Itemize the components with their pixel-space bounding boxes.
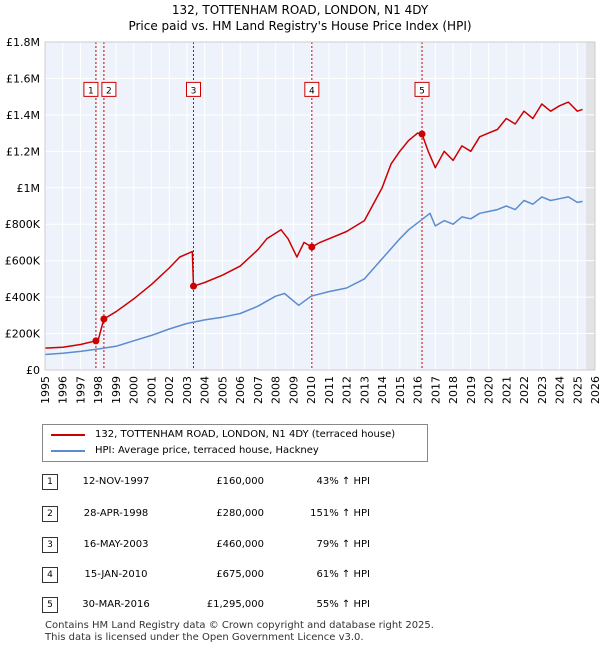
x-tick-label: 2018 — [447, 376, 460, 404]
x-tick-label: 2015 — [394, 376, 407, 404]
y-tick-label: £1M — [17, 182, 41, 195]
sale-price: £160,000 — [216, 476, 264, 487]
chart-legend: 132, TOTTENHAM ROAD, LONDON, N1 4DY (ter… — [42, 424, 428, 462]
x-tick-label: 2026 — [589, 376, 600, 404]
y-tick-label: £600K — [5, 255, 41, 268]
x-tick-label: 2005 — [216, 376, 229, 404]
sale-date: 30-MAR-2016 — [82, 599, 150, 610]
y-tick-label: £200K — [5, 328, 41, 341]
sale-price: £280,000 — [216, 508, 264, 519]
sale-hpi-change: 43% ↑ HPI — [316, 476, 370, 487]
sale-hpi-change: 79% ↑ HPI — [316, 539, 370, 550]
footer-line-licence: This data is licensed under the Open Gov… — [45, 632, 364, 643]
x-tick-label: 2009 — [287, 376, 300, 404]
x-tick-label: 2016 — [412, 376, 425, 404]
sale-badge: 4 — [42, 567, 58, 583]
y-tick-label: £1.2M — [6, 145, 40, 158]
footer-attribution: Contains HM Land Registry data © Crown c… — [45, 620, 434, 644]
x-tick-label: 2022 — [518, 376, 531, 404]
sale-date: 28-APR-1998 — [83, 508, 149, 519]
series-line-property — [44, 101, 583, 349]
x-tick-label: 2020 — [483, 376, 496, 404]
sale-row: 3 16-MAY-2003 £460,000 79% ↑ HPI — [0, 535, 600, 555]
sale-hpi-change: 55% ↑ HPI — [316, 599, 370, 610]
x-tick-label: 2008 — [270, 376, 283, 404]
sale-label-box — [83, 81, 99, 97]
sale-date: 16-MAY-2003 — [83, 539, 149, 550]
x-tick-label: 1998 — [92, 376, 105, 404]
x-tick-label: 2010 — [305, 376, 318, 404]
sale-price: £460,000 — [216, 539, 264, 550]
sale-label-box — [186, 81, 201, 97]
sale-hpi-change: 61% ↑ HPI — [316, 569, 370, 580]
x-tick-label: 2002 — [163, 376, 176, 404]
sale-price: £675,000 — [216, 569, 264, 580]
footer-line-copyright: Contains HM Land Registry data © Crown c… — [45, 620, 434, 631]
y-tick-label: £0 — [26, 364, 40, 377]
sale-point — [418, 130, 426, 138]
y-tick-label: £1.4M — [6, 109, 40, 122]
x-tick-label: 2004 — [199, 376, 212, 404]
x-tick-label: 2011 — [323, 376, 336, 404]
sale-row: 4 15-JAN-2010 £675,000 61% ↑ HPI — [0, 565, 600, 585]
plot-frame — [44, 41, 596, 371]
sale-label-box — [414, 81, 430, 97]
legend-line-property — [51, 434, 85, 436]
x-tick-label: 2014 — [376, 376, 389, 404]
sale-label-text: 4 — [309, 86, 315, 96]
sale-point — [190, 282, 197, 290]
sale-date: 12-NOV-1997 — [82, 476, 150, 487]
sale-label-text: 2 — [106, 86, 112, 96]
sale-row: 5 30-MAR-2016 £1,295,000 55% ↑ HPI — [0, 595, 600, 615]
x-tick-label: 2017 — [429, 376, 442, 404]
x-tick-label: 2007 — [252, 376, 265, 404]
x-tick-label: 2003 — [181, 376, 194, 404]
x-tick-label: 2024 — [554, 376, 567, 404]
legend-line-hpi — [51, 450, 85, 452]
sale-date: 15-JAN-2010 — [84, 569, 148, 580]
sale-point — [308, 243, 316, 251]
sale-badge: 1 — [42, 474, 58, 490]
series-line-hpi — [44, 196, 583, 356]
x-tick-label: 1997 — [74, 376, 87, 404]
x-tick-label: 2021 — [500, 376, 513, 404]
x-tick-label: 2025 — [571, 376, 584, 404]
x-tick-label: 2013 — [358, 376, 371, 404]
sale-badge: 3 — [42, 537, 58, 553]
y-tick-label: £1.8M — [6, 36, 40, 49]
forecast-region — [586, 42, 595, 370]
price-chart: £0 £200K £400K £600K £800K £1M £1.2M £1.4M £1.6M… — [5, 36, 600, 404]
sale-label-text: 3 — [191, 86, 197, 96]
x-tick-label: 2023 — [536, 376, 549, 404]
legend-label-hpi: HPI: Average price, terraced house, Hack… — [95, 445, 319, 456]
x-tick-label: 2001 — [145, 376, 158, 404]
legend-label-property: 132, TOTTENHAM ROAD, LONDON, N1 4DY (ter… — [95, 429, 396, 440]
chart-title: 132, TOTTENHAM ROAD, LONDON, N1 4DY — [171, 3, 429, 17]
sale-hpi-change: 151% ↑ HPI — [310, 508, 370, 519]
sale-badge: 2 — [42, 506, 58, 522]
sale-label-text: 1 — [88, 86, 94, 96]
sale-label-box — [101, 81, 117, 97]
x-tick-label: 2006 — [234, 376, 247, 404]
x-tick-label: 1999 — [110, 376, 123, 404]
sale-row: 2 28-APR-1998 £280,000 151% ↑ HPI — [0, 504, 600, 524]
x-tick-label: 2000 — [128, 376, 141, 404]
x-tick-label: 1996 — [57, 376, 70, 404]
plot-background — [45, 42, 595, 370]
sale-price: £1,295,000 — [206, 599, 264, 610]
sale-point — [100, 315, 108, 323]
sale-badge: 5 — [42, 597, 58, 613]
y-tick-label: £1.6M — [6, 72, 40, 85]
chart-subtitle: Price paid vs. HM Land Registry's House … — [128, 19, 472, 33]
sale-label-text: 5 — [419, 86, 425, 96]
sale-point — [92, 337, 100, 345]
sale-row: 1 12-NOV-1997 £160,000 43% ↑ HPI — [0, 472, 600, 492]
y-tick-label: £400K — [5, 291, 41, 304]
y-tick-label: £800K — [5, 218, 41, 231]
x-tick-label: 2019 — [465, 376, 478, 404]
sale-label-box — [304, 81, 320, 97]
x-tick-label: 2012 — [341, 376, 354, 404]
x-tick-label: 1995 — [39, 376, 52, 404]
